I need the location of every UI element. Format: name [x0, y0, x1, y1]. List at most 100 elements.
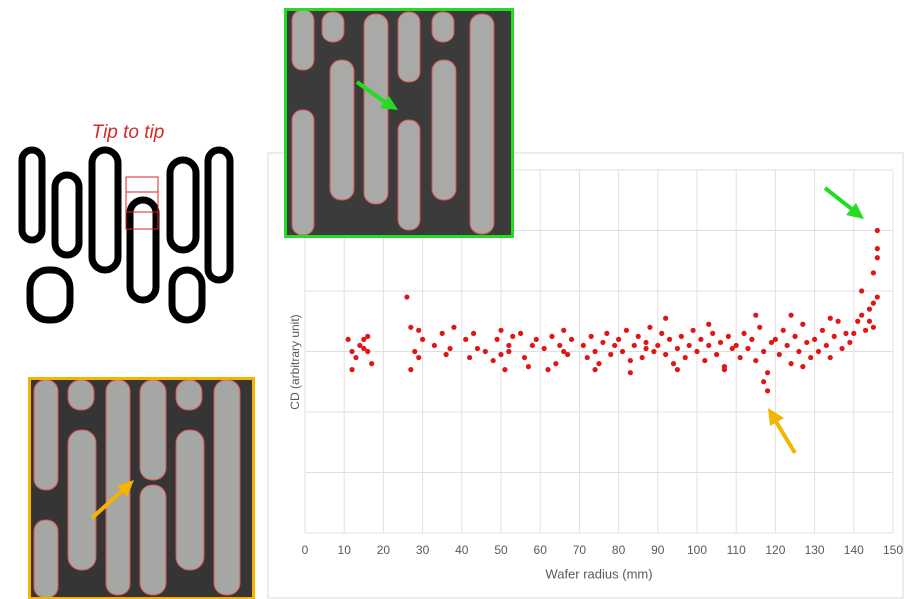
point: [761, 379, 767, 385]
x-tick-label: 20: [377, 543, 391, 557]
point: [757, 324, 763, 330]
chart: 0 10 20 30 40 50 60 70 80 90 100 110 120 130 140 150: [302, 169, 903, 557]
point: [874, 255, 880, 261]
point: [835, 318, 841, 324]
point: [596, 361, 602, 367]
x-tick-label: 10: [338, 543, 352, 557]
point: [796, 348, 802, 355]
point: [764, 370, 771, 376]
point: [686, 342, 692, 349]
x-tick-label: 90: [651, 543, 665, 557]
point: [659, 330, 665, 336]
point: [737, 354, 743, 361]
point: [494, 336, 500, 342]
point: [404, 294, 410, 300]
point: [608, 351, 614, 358]
arrow-orange: [768, 408, 797, 455]
point: [533, 336, 539, 342]
x-tick-label: 30: [416, 543, 430, 557]
point: [412, 348, 418, 355]
point: [780, 327, 786, 333]
point: [788, 312, 794, 318]
point: [420, 336, 426, 342]
point: [866, 306, 873, 312]
x-tick-label: 120: [765, 543, 785, 557]
point: [855, 318, 861, 324]
point: [666, 336, 673, 342]
x-tick-label: 80: [612, 543, 626, 557]
point: [682, 354, 688, 361]
point: [443, 351, 449, 358]
point: [674, 367, 681, 373]
x-tick-label: 110: [727, 543, 746, 557]
point: [670, 361, 677, 367]
x-tick-label: 130: [805, 543, 825, 557]
x-tick-label: 100: [687, 543, 707, 557]
point: [674, 345, 681, 352]
point: [408, 367, 414, 373]
point: [431, 342, 437, 349]
point: [784, 342, 790, 349]
point: [651, 348, 657, 355]
point: [733, 342, 739, 349]
point: [612, 342, 618, 349]
point: [851, 330, 857, 336]
x-axis-label: Wafer radius (mm): [545, 566, 652, 581]
point: [549, 333, 555, 339]
point: [870, 300, 877, 306]
point: [518, 330, 524, 336]
point: [553, 361, 559, 367]
point: [753, 312, 759, 318]
point: [859, 288, 865, 294]
point: [498, 327, 504, 333]
point: [643, 345, 649, 352]
point: [588, 333, 594, 339]
point: [353, 354, 359, 361]
point: [361, 345, 367, 352]
point: [749, 336, 755, 342]
point: [792, 333, 798, 339]
point: [470, 330, 477, 336]
point: [490, 357, 496, 364]
point: [694, 348, 700, 355]
point: [827, 315, 833, 321]
point: [843, 330, 849, 336]
point: [592, 348, 598, 355]
point: [600, 339, 606, 346]
point: [631, 342, 637, 349]
point: [482, 348, 488, 355]
point: [772, 336, 779, 342]
point: [349, 367, 355, 373]
point: [447, 345, 453, 352]
x-tick-label: 150: [883, 543, 903, 557]
point: [643, 339, 649, 346]
arrow-green: [823, 186, 864, 219]
point: [592, 367, 598, 373]
sem-image-bottom: [28, 377, 255, 599]
point: [745, 345, 751, 352]
point: [866, 318, 873, 324]
y-axis-label: CD (arbitrary unit): [288, 314, 302, 409]
x-tick-label: 40: [455, 543, 469, 557]
point: [812, 336, 818, 342]
point: [839, 345, 845, 352]
point: [623, 327, 630, 333]
point: [800, 364, 806, 370]
point: [870, 324, 877, 330]
point: [827, 354, 833, 361]
point: [502, 367, 508, 373]
point: [474, 345, 481, 352]
point: [361, 336, 367, 342]
point: [365, 333, 371, 339]
point: [788, 361, 794, 367]
point: [702, 357, 708, 364]
point: [561, 348, 567, 355]
point: [580, 342, 586, 349]
point: [416, 327, 422, 333]
point: [604, 330, 610, 336]
point: [498, 351, 504, 358]
point: [678, 333, 684, 339]
point: [823, 342, 829, 349]
point: [761, 348, 767, 355]
